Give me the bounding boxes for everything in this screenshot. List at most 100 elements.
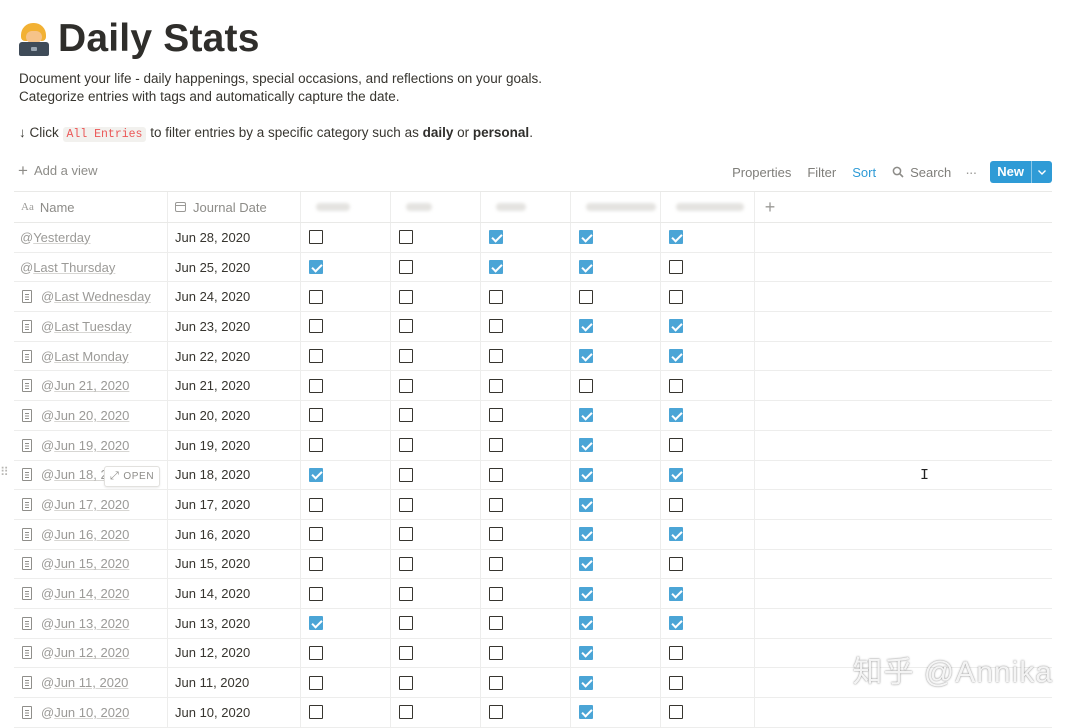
date-mention[interactable]: @Jun 12, 2020 [41, 645, 129, 660]
checkbox-checked[interactable] [309, 467, 323, 482]
checkbox-unchecked[interactable] [669, 260, 683, 275]
checkbox-checked[interactable] [579, 527, 593, 542]
checkbox-unchecked[interactable] [399, 616, 413, 631]
checkbox-checked[interactable] [579, 467, 593, 482]
checkbox-unchecked[interactable] [399, 408, 413, 423]
technologist-emoji-icon[interactable] [18, 21, 50, 57]
checkbox-unchecked[interactable] [399, 675, 413, 690]
name-cell[interactable]: @Jun 18, 2 ⤢ OPEN [14, 460, 168, 490]
name-cell[interactable]: @Last Tuesday [14, 312, 168, 341]
date-mention[interactable]: @Last Wednesday [41, 289, 151, 304]
date-mention[interactable]: @Jun 15, 2020 [41, 556, 129, 571]
name-cell[interactable]: @Last Wednesday [14, 282, 168, 312]
checkbox-unchecked[interactable] [309, 705, 323, 720]
date-mention[interactable]: @Jun 13, 2020 [41, 616, 129, 631]
name-cell[interactable]: @Yesterday [14, 223, 168, 252]
name-cell[interactable]: @Jun 15, 2020 [14, 549, 168, 579]
column-header-check-3[interactable] [481, 192, 571, 222]
checkbox-unchecked[interactable] [309, 319, 323, 334]
checkbox-unchecked[interactable] [309, 675, 323, 690]
journal-date-cell[interactable]: Jun 13, 2020 [168, 608, 301, 638]
name-cell[interactable]: @Jun 20, 2020 [14, 401, 168, 430]
checkbox-unchecked[interactable] [399, 497, 413, 512]
checkbox-checked[interactable] [669, 230, 683, 245]
checkbox-unchecked[interactable] [489, 408, 503, 423]
checkbox-unchecked[interactable] [399, 467, 413, 482]
date-mention[interactable]: @Jun 14, 2020 [41, 586, 129, 601]
checkbox-unchecked[interactable] [309, 497, 323, 512]
date-mention[interactable]: @Jun 11, 2020 [41, 675, 128, 690]
column-header-check-4[interactable] [571, 192, 661, 222]
table-row[interactable]: @Jun 14, 2020 Jun 14, 2020 [14, 579, 1052, 609]
table-row[interactable]: @Jun 13, 2020 Jun 13, 2020 [14, 608, 1052, 639]
journal-date-cell[interactable]: Jun 23, 2020 [168, 312, 301, 341]
date-mention[interactable]: @Last Monday [41, 349, 129, 364]
checkbox-unchecked[interactable] [489, 616, 503, 631]
checkbox-unchecked[interactable] [489, 438, 503, 453]
date-mention[interactable]: @Last Tuesday [41, 319, 132, 334]
column-header-journal-date[interactable]: Journal Date [168, 192, 301, 222]
table-row[interactable]: ⠿ @Jun 18, 2 ⤢ OPEN Jun 18, 2020 [0, 460, 1052, 491]
checkbox-unchecked[interactable] [489, 497, 503, 512]
checkbox-checked[interactable] [579, 497, 593, 512]
journal-date-cell[interactable]: Jun 18, 2020 [168, 460, 301, 490]
journal-date-cell[interactable]: Jun 20, 2020 [168, 401, 301, 430]
journal-date-cell[interactable]: Jun 28, 2020 [168, 223, 301, 252]
chevron-down-icon[interactable] [1031, 161, 1052, 183]
checkbox-unchecked[interactable] [399, 349, 413, 364]
checkbox-unchecked[interactable] [489, 556, 503, 571]
name-cell[interactable]: @Last Monday [14, 341, 168, 371]
column-header-name[interactable]: Aa Name [14, 192, 168, 222]
checkbox-unchecked[interactable] [489, 289, 503, 304]
journal-date-cell[interactable]: Jun 24, 2020 [168, 282, 301, 312]
checkbox-unchecked[interactable] [399, 438, 413, 453]
new-button[interactable]: New [990, 161, 1052, 183]
checkbox-checked[interactable] [579, 438, 593, 453]
name-cell[interactable]: @Jun 12, 2020 [14, 638, 168, 668]
checkbox-unchecked[interactable] [669, 497, 683, 512]
sort-button[interactable]: Sort [852, 164, 877, 180]
column-header-check-5[interactable] [661, 192, 755, 222]
checkbox-unchecked[interactable] [669, 675, 683, 690]
checkbox-unchecked[interactable] [399, 260, 413, 275]
checkbox-unchecked[interactable] [309, 438, 323, 453]
checkbox-checked[interactable] [489, 260, 503, 275]
table-row[interactable]: @Jun 17, 2020 Jun 17, 2020 [14, 490, 1052, 520]
table-row[interactable]: @Jun 21, 2020 Jun 21, 2020 [14, 371, 1052, 402]
checkbox-checked[interactable] [669, 319, 683, 334]
table-row[interactable]: @Jun 10, 2020 Jun 10, 2020 [14, 698, 1052, 728]
add-view-button[interactable]: + Add a view [18, 162, 98, 179]
checkbox-unchecked[interactable] [579, 378, 593, 393]
checkbox-unchecked[interactable] [489, 527, 503, 542]
journal-date-cell[interactable]: Jun 19, 2020 [168, 430, 301, 460]
checkbox-checked[interactable] [309, 616, 323, 631]
add-property-button[interactable]: + [755, 192, 785, 222]
checkbox-unchecked[interactable] [669, 289, 683, 304]
checkbox-unchecked[interactable] [309, 289, 323, 304]
checkbox-unchecked[interactable] [399, 556, 413, 571]
checkbox-unchecked[interactable] [399, 705, 413, 720]
table-row[interactable]: @Last Thursday Jun 25, 2020 [14, 252, 1052, 283]
page-title[interactable]: Daily Stats [58, 17, 260, 60]
checkbox-checked[interactable] [669, 527, 683, 542]
checkbox-checked[interactable] [579, 616, 593, 631]
checkbox-checked[interactable] [669, 349, 683, 364]
column-header-check-1[interactable] [301, 192, 391, 222]
date-mention[interactable]: @Jun 19, 2020 [41, 438, 129, 453]
date-mention[interactable]: @Jun 10, 2020 [41, 705, 129, 720]
checkbox-checked[interactable] [309, 260, 323, 275]
checkbox-checked[interactable] [669, 616, 683, 631]
checkbox-unchecked[interactable] [489, 319, 503, 334]
checkbox-unchecked[interactable] [309, 527, 323, 542]
table-row[interactable]: @Jun 12, 2020 Jun 12, 2020 [14, 638, 1052, 669]
journal-date-cell[interactable]: Jun 22, 2020 [168, 341, 301, 371]
journal-date-cell[interactable]: Jun 17, 2020 [168, 490, 301, 519]
checkbox-unchecked[interactable] [669, 378, 683, 393]
checkbox-unchecked[interactable] [489, 586, 503, 601]
date-mention[interactable]: @Jun 20, 2020 [41, 408, 129, 423]
checkbox-checked[interactable] [579, 408, 593, 423]
date-mention[interactable]: @Yesterday [20, 230, 91, 245]
journal-date-cell[interactable]: Jun 25, 2020 [168, 252, 301, 282]
checkbox-checked[interactable] [579, 675, 593, 690]
name-cell[interactable]: @Jun 14, 2020 [14, 579, 168, 608]
